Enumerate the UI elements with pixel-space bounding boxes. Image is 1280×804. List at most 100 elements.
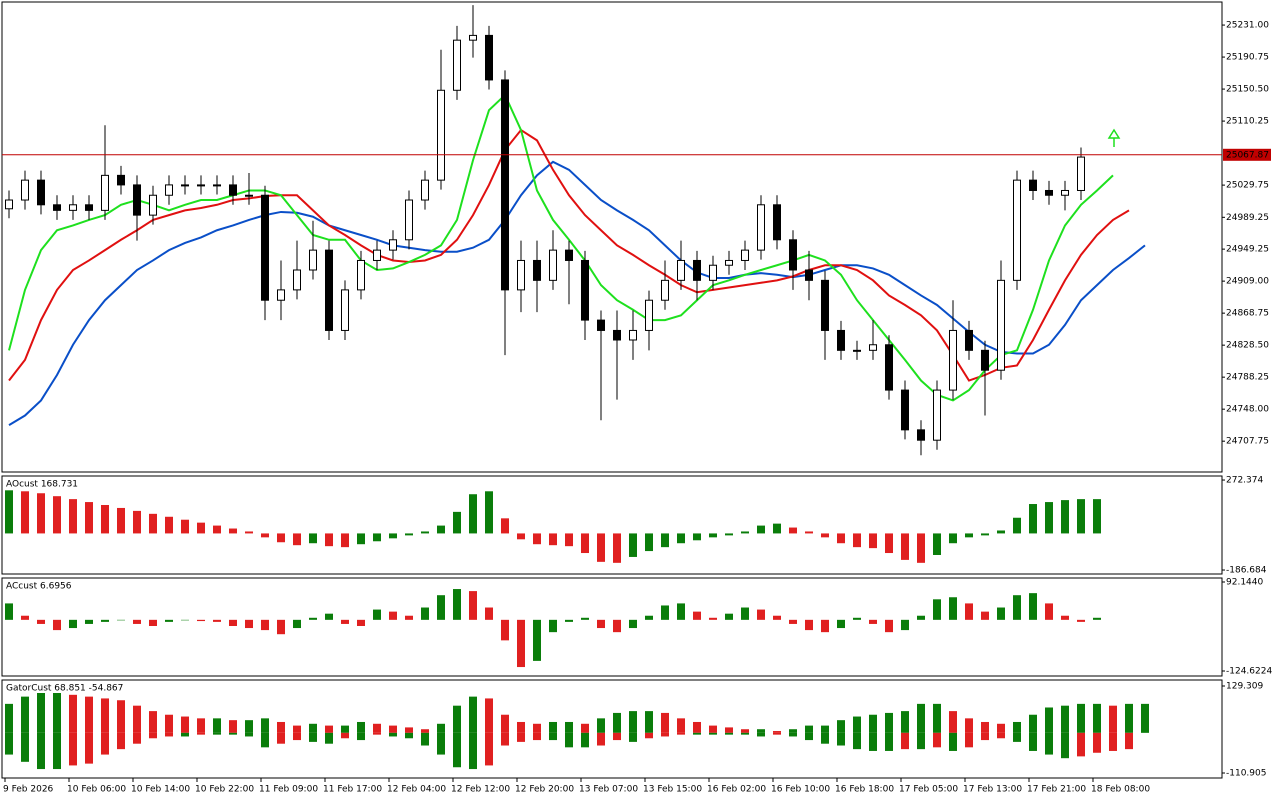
histogram-bar [821, 619, 829, 633]
histogram-bar [213, 525, 221, 534]
candle-body [37, 179, 45, 206]
histogram-bar [21, 732, 29, 762]
candle-body [197, 184, 205, 187]
histogram-bar [629, 619, 637, 629]
histogram-bar [293, 725, 301, 733]
histogram-bar [357, 619, 365, 626]
histogram-bar [437, 732, 445, 755]
histogram-bar [517, 721, 525, 733]
histogram-bar [677, 718, 685, 733]
histogram-bar [885, 533, 893, 554]
histogram-bar [437, 595, 445, 620]
histogram-bar [709, 617, 717, 620]
histogram-bar [293, 533, 301, 546]
histogram-bar [709, 533, 717, 538]
histogram-bar [997, 732, 1005, 739]
candle-body [421, 179, 429, 201]
candle-body [933, 389, 941, 441]
histogram-bar [821, 533, 829, 538]
histogram-bar [613, 732, 621, 741]
histogram-bar [533, 619, 541, 661]
histogram-bar [53, 693, 61, 733]
histogram-bar [997, 530, 1005, 534]
histogram-bar [197, 522, 205, 534]
histogram-bar [949, 597, 957, 620]
histogram-bar [53, 732, 61, 770]
candle-body [741, 249, 749, 261]
histogram-bar [581, 732, 589, 748]
candle-body [261, 194, 269, 301]
histogram-bar [133, 732, 141, 744]
histogram-bar [373, 732, 381, 735]
histogram-bar [757, 732, 765, 737]
histogram-bar [741, 607, 749, 620]
histogram-bar [421, 531, 429, 534]
histogram-bar [581, 533, 589, 554]
histogram-bar [613, 712, 621, 733]
x-tick-label: 18 Feb 08:00 [1091, 785, 1150, 795]
histogram-bar [741, 729, 749, 733]
histogram-bar [837, 720, 845, 733]
candle-body [693, 259, 701, 281]
histogram-bar [965, 732, 973, 748]
histogram-bar [629, 732, 637, 742]
histogram-bar [581, 723, 589, 733]
histogram-bar [629, 711, 637, 733]
histogram-bar [245, 720, 253, 733]
histogram-bar [885, 732, 893, 751]
ao-frame [1, 475, 1223, 575]
candle-body [853, 349, 861, 352]
candle-body [997, 279, 1005, 371]
histogram-bar [101, 698, 109, 733]
histogram-bar [693, 721, 701, 733]
histogram-bar [261, 718, 269, 733]
candle-body [437, 89, 445, 181]
histogram-bar [1029, 732, 1037, 751]
y-tick-label: 24707.75 [1226, 437, 1269, 447]
candle-body [133, 184, 141, 216]
indicator-line [8, 160, 1146, 426]
candle-body [5, 199, 13, 210]
candle-body [373, 249, 381, 261]
histogram-bar [885, 619, 893, 633]
candle-body [549, 249, 557, 281]
histogram-bar [917, 703, 925, 733]
histogram-bar [261, 533, 269, 538]
candle-body [341, 289, 349, 331]
histogram-bar [1125, 703, 1133, 733]
histogram-bar [309, 533, 317, 544]
histogram-bar [277, 533, 285, 543]
histogram-bar [1045, 603, 1053, 620]
histogram-bar [629, 533, 637, 557]
histogram-bar [293, 732, 301, 741]
histogram-bar [597, 533, 605, 562]
histogram-bar [469, 494, 477, 534]
histogram-bar [21, 491, 29, 534]
histogram-bar [709, 732, 717, 735]
histogram-bar [197, 732, 205, 735]
histogram-bar [661, 605, 669, 620]
histogram-bar [565, 721, 573, 733]
histogram-bar [213, 732, 221, 735]
histogram-bar [181, 732, 189, 737]
histogram-bar [645, 732, 653, 739]
histogram-bar [901, 711, 909, 733]
histogram-bar [597, 619, 605, 629]
price-label-bg [1223, 148, 1271, 161]
histogram-bar [693, 611, 701, 620]
candle-body [357, 259, 365, 291]
histogram-bar [389, 725, 397, 733]
candle-body [165, 184, 173, 196]
histogram-bar [213, 619, 221, 622]
y-tick-label: 24828.50 [1226, 341, 1269, 351]
histogram-bar [773, 615, 781, 620]
histogram-bar [69, 619, 77, 629]
candle-body [1077, 156, 1085, 191]
histogram-bar [805, 531, 813, 534]
histogram-bar [181, 619, 189, 621]
histogram-bar [341, 533, 349, 548]
histogram-bar [245, 531, 253, 534]
histogram-bar [229, 619, 237, 626]
histogram-bar [357, 721, 365, 733]
